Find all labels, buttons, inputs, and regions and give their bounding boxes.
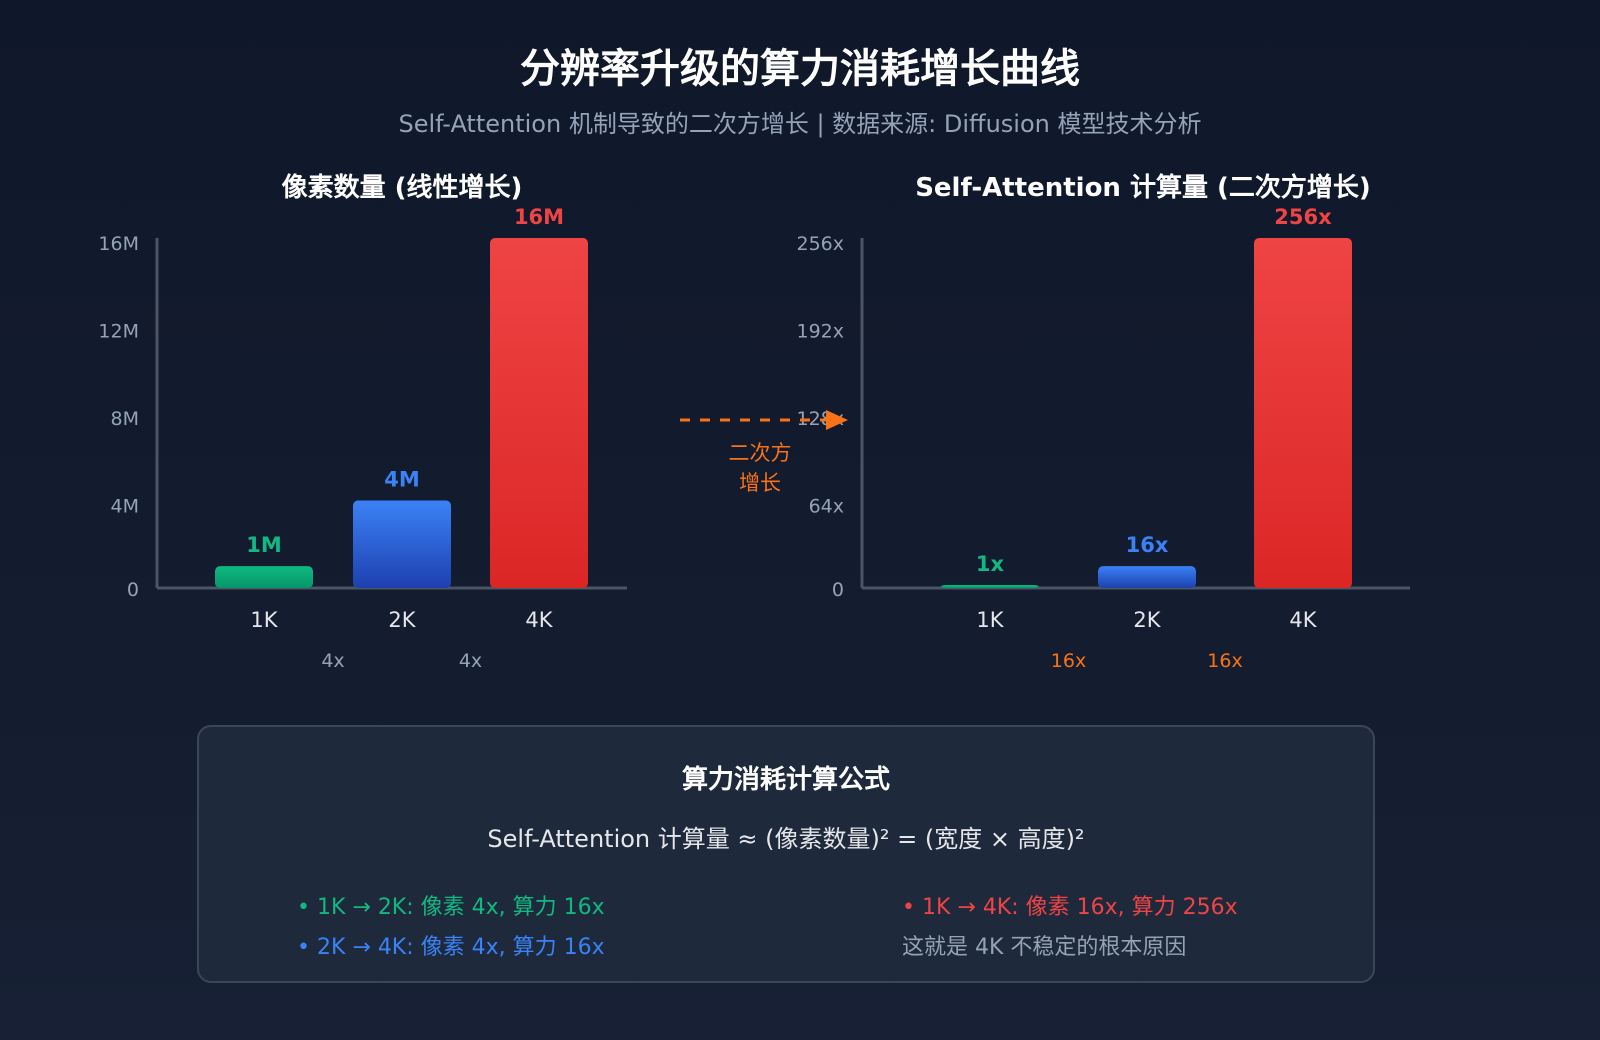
data-label: 256x xyxy=(1274,205,1332,229)
note-conclusion: 这就是 4K 不稳定的根本原因 xyxy=(902,935,1187,960)
x-tick-label: 1K xyxy=(976,608,1004,632)
y-tick-label: 64x xyxy=(809,496,844,518)
note-1k-2k: • 1K → 2K: 像素 4x, 算力 16x xyxy=(297,895,605,920)
x-tick-label: 2K xyxy=(388,608,416,632)
ratio-label: 4x xyxy=(459,650,482,672)
data-label: 16x xyxy=(1126,533,1169,557)
data-label: 1x xyxy=(976,552,1005,576)
x-tick-label: 2K xyxy=(1133,608,1161,632)
chart-title: 像素数量 (线性增长) xyxy=(282,172,523,203)
formula-text: Self-Attention 计算量 ≈ (像素数量)² = (宽度 × 高度)… xyxy=(487,825,1085,853)
y-tick-label: 4M xyxy=(111,496,139,518)
y-tick-label: 0 xyxy=(127,579,139,601)
y-tick-label: 16M xyxy=(98,233,139,255)
note-2k-4k: • 2K → 4K: 像素 4x, 算力 16x xyxy=(297,935,605,960)
y-tick-label: 256x xyxy=(796,233,844,255)
x-tick-label: 4K xyxy=(525,608,553,632)
formula-box-title: 算力消耗计算公式 xyxy=(681,765,890,795)
bar-1K xyxy=(941,585,1039,588)
chart-title: Self-Attention 计算量 (二次方增长) xyxy=(915,172,1371,203)
bar-4K xyxy=(490,238,588,588)
bar-2K xyxy=(1098,566,1196,588)
bar-4K xyxy=(1254,238,1352,588)
data-label: 4M xyxy=(384,468,420,492)
ratio-label: 16x xyxy=(1051,650,1086,672)
x-tick-label: 1K xyxy=(250,608,278,632)
y-tick-label: 8M xyxy=(111,408,139,430)
arrow-label-line2: 增长 xyxy=(739,471,781,495)
page-title: 分辨率升级的算力消耗增长曲线 xyxy=(520,46,1080,92)
data-label: 16M xyxy=(514,205,564,229)
arrow-head-icon xyxy=(826,410,848,430)
x-tick-label: 4K xyxy=(1289,608,1317,632)
quadratic-arrow: 二次方 增长 xyxy=(680,410,848,495)
ratio-label: 4x xyxy=(321,650,344,672)
y-tick-label: 0 xyxy=(832,579,844,601)
pixel-count-chart: 像素数量 (线性增长) 0 4M 8M 12M 16M 1M 1K 4M 2K 16M 4K 4x 4x xyxy=(98,172,627,672)
y-tick-label: 12M xyxy=(98,321,139,343)
note-1k-4k: • 1K → 4K: 像素 16x, 算力 256x xyxy=(902,895,1238,920)
page-subtitle: Self-Attention 机制导致的二次方增长 | 数据来源: Diffus… xyxy=(398,110,1202,138)
attention-compute-chart: Self-Attention 计算量 (二次方增长)064x128x192x25… xyxy=(796,172,1410,672)
arrow-label-line1: 二次方 xyxy=(729,441,792,465)
y-tick-label: 192x xyxy=(796,321,844,343)
bar-1K xyxy=(215,566,313,588)
ratio-label: 16x xyxy=(1207,650,1242,672)
bar-2K xyxy=(353,500,451,588)
formula-box: 算力消耗计算公式 Self-Attention 计算量 ≈ (像素数量)² = … xyxy=(197,725,1375,983)
data-label: 1M xyxy=(246,533,282,557)
